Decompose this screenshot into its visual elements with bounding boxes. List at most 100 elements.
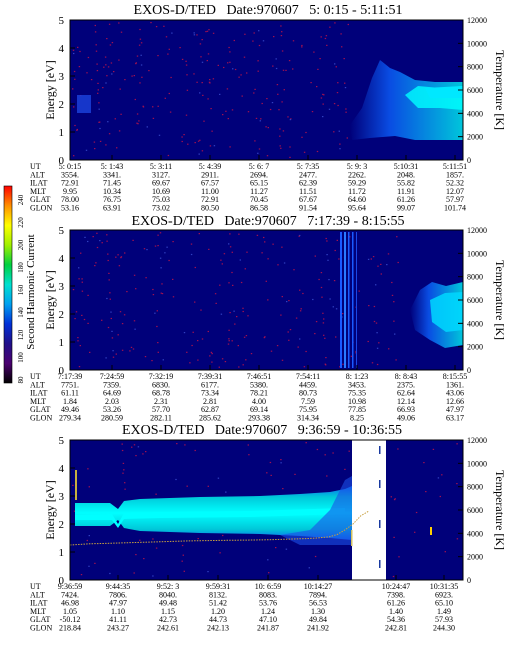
speckle: [432, 448, 435, 450]
speckle: [269, 108, 272, 111]
speckle: [234, 323, 236, 325]
ephemeris-cell: 1.84: [63, 397, 77, 406]
speckle: [217, 477, 220, 479]
speckle: [258, 148, 261, 150]
speckle: [86, 539, 88, 542]
speckle: [288, 60, 291, 62]
speckle: [337, 82, 339, 84]
speckle: [77, 340, 79, 342]
speckle: [78, 267, 80, 269]
speckle: [228, 340, 230, 342]
speckle: [161, 293, 164, 295]
speckle: [329, 298, 331, 300]
ephemeris-cell: 6923.: [435, 590, 453, 599]
speckle: [326, 44, 328, 46]
ephemeris-cell: 73.34: [201, 389, 219, 398]
speckle: [285, 69, 287, 71]
colorbar-tick-label: 240: [17, 194, 25, 205]
x-tick-label: 5: 4:39: [199, 162, 221, 171]
speckle: [155, 493, 157, 495]
speckle: [79, 345, 81, 347]
speckle: [310, 82, 312, 84]
speckle: [121, 323, 124, 325]
speckle: [167, 154, 170, 157]
x-tick-label: 10:31:35: [430, 582, 458, 591]
speckle: [316, 150, 319, 153]
speckle: [301, 136, 303, 138]
speckle: [371, 362, 374, 364]
ephemeris-cell: 11.00: [201, 187, 219, 196]
speckle: [77, 46, 79, 48]
x-tick-label: 9:52: 3: [157, 582, 179, 591]
ephemeris-cell: 61.26: [397, 195, 415, 204]
speckle: [210, 108, 212, 110]
speckle: [338, 258, 340, 260]
ephemeris-cell: 53.26: [103, 405, 121, 414]
speckle: [165, 36, 168, 38]
y2-tick-label: 0: [467, 366, 471, 375]
speckle: [158, 134, 161, 136]
speckle: [84, 236, 86, 238]
speckle: [267, 127, 269, 129]
speckle: [169, 111, 172, 113]
ephemeris-row-label: MLT: [30, 607, 46, 616]
colorbar-strip: [3, 185, 13, 384]
speckle: [106, 38, 108, 40]
ephemeris-cell: 1.05: [63, 607, 77, 616]
speckle: [190, 243, 193, 245]
speckle: [120, 256, 123, 258]
speckle: [348, 450, 350, 452]
ephemeris-row-label: GLON: [30, 624, 52, 633]
ephemeris-row-label: ILAT: [30, 389, 47, 398]
x-tick-label: 10:14:27: [304, 582, 332, 591]
x-tick-label: 5:10:31: [394, 162, 418, 171]
speckle: [322, 322, 325, 324]
speckle: [208, 248, 210, 250]
speckle: [390, 496, 392, 498]
speckle: [258, 44, 261, 47]
speckle: [104, 56, 107, 58]
y-tick-label: 3: [59, 491, 65, 503]
x-tick-label: 9:59:31: [206, 582, 230, 591]
y-tick-label: 0: [59, 155, 65, 167]
speckle: [186, 485, 188, 487]
speckle: [266, 155, 269, 157]
ephemeris-cell: 8132.: [209, 590, 227, 599]
speckle: [346, 137, 348, 139]
speckle: [110, 62, 113, 64]
speckle: [288, 300, 290, 302]
spectrum-features: [340, 232, 463, 368]
speckle: [136, 122, 138, 124]
speckle: [228, 329, 230, 331]
speckle: [161, 283, 163, 285]
speckle: [94, 265, 96, 267]
speckle: [229, 312, 231, 314]
speckle: [210, 351, 213, 353]
ephemeris-row-label: ALT: [30, 170, 45, 179]
speckle: [437, 477, 440, 479]
speckle: [152, 117, 155, 119]
speckle: [288, 339, 290, 341]
y2-tick-label: 6000: [467, 86, 483, 95]
speckle: [376, 363, 379, 366]
speckle: [157, 245, 159, 247]
y-axis-label: Energy [eV]: [43, 60, 57, 119]
ephemeris-cell: 243.27: [107, 624, 129, 633]
speckle: [337, 104, 339, 107]
speckle: [289, 329, 292, 331]
speckle: [123, 469, 125, 471]
speckle: [168, 92, 170, 95]
speckle: [257, 60, 259, 62]
speckle: [261, 102, 263, 105]
y2-ticks: 0 2000 4000 6000 8000 10000 12000: [458, 16, 487, 165]
speckle: [314, 333, 316, 335]
speckle: [393, 301, 395, 303]
speckle: [268, 572, 270, 574]
speckle: [275, 58, 277, 60]
speckle: [290, 118, 292, 120]
speckle: [193, 73, 195, 75]
ephemeris-cell: 43.06: [446, 389, 464, 398]
speckle: [272, 243, 274, 245]
ephemeris-cell: 41.11: [109, 615, 127, 624]
